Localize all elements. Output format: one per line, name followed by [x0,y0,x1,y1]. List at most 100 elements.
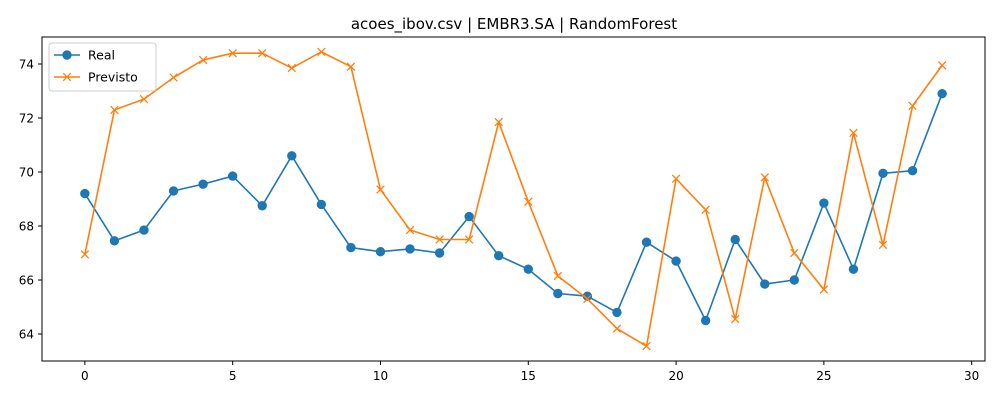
data-point-previsto [139,94,149,104]
data-point-previsto [405,225,415,235]
data-point-previsto-stroke-b [257,48,267,58]
y-tick-label: 64 [19,328,34,342]
data-point-previsto-stroke-b [908,101,917,111]
data-point-real [878,168,888,179]
data-point-real [789,275,800,285]
data-point-previsto-stroke-b [937,61,947,70]
data-point-previsto [583,294,592,304]
data-point-real [819,198,829,208]
data-point-previsto [937,61,947,70]
data-point-real [109,236,120,246]
data-point-real [848,264,859,274]
data-point-previsto [612,324,622,333]
data-point-previsto [524,197,533,206]
data-point-previsto-stroke-b [524,197,533,206]
data-point-previsto-stroke-b [287,63,297,73]
data-point-previsto-stroke-b [760,173,770,182]
y-tick-label: 68 [19,220,34,234]
legend-entry-real: Real [54,48,115,63]
data-point-previsto-stroke-b [642,341,651,351]
plot-area [80,47,947,351]
series-line-real [84,93,943,322]
data-point-previsto-stroke-b [671,174,681,184]
x-tick-label: 5 [229,369,237,383]
data-point-real [907,165,918,176]
y-tick-label: 66 [19,274,34,288]
data-point-real [405,244,415,254]
x-tick-label: 10 [373,369,388,383]
data-point-previsto [257,48,267,58]
data-point-previsto-stroke-b [405,225,415,235]
x-tick-label: 20 [668,369,683,383]
data-point-real [700,315,711,326]
data-point-previsto [435,235,444,244]
data-point-real [139,225,149,235]
data-point-previsto-stroke-b [169,73,178,82]
data-point-previsto-stroke-b [464,235,474,244]
data-point-previsto [819,285,829,294]
data-point-real [80,188,90,199]
data-point-previsto-stroke-b [849,128,858,138]
data-point-previsto-stroke-b [435,235,444,244]
data-point-previsto-stroke-b [317,47,326,57]
data-point-previsto-stroke-b [701,205,710,215]
data-point-previsto [317,47,326,57]
legend-marker-stroke-b [62,72,72,82]
series-real [80,89,947,326]
data-point-previsto [730,314,740,324]
x-tick-label: 0 [81,369,89,383]
data-point-previsto [760,173,770,182]
data-point-previsto-stroke-b [553,271,563,281]
data-point-previsto-stroke-b [583,294,592,304]
x-tick-label: 15 [521,369,536,383]
data-point-previsto-stroke-b [139,94,149,104]
data-point-previsto [701,205,710,215]
data-point-previsto-stroke-b [612,324,622,333]
data-point-real [227,171,238,181]
data-point-previsto-stroke-b [878,240,888,250]
data-point-real [523,264,533,274]
axes-frame [41,36,986,362]
y-tick-label: 70 [19,166,34,180]
axis-ticks: 0 5 10 15 20 25 30 64 66 68 70 72 74 [19,58,980,384]
data-point-previsto [908,101,917,111]
data-point-previsto [228,48,237,58]
data-point-previsto [198,55,208,65]
data-point-previsto-stroke-b [790,248,799,258]
legend: Real Previsto [48,42,157,92]
data-point-real [671,256,681,266]
data-point-previsto-stroke-b [346,62,356,71]
data-point-previsto [642,341,651,351]
legend-label: Previsto [88,70,138,85]
data-point-previsto-stroke-b [730,314,740,324]
data-point-real [730,234,740,245]
data-point-previsto [80,250,90,259]
data-point-real [494,251,504,261]
data-point-real [464,211,474,222]
data-point-real [287,151,297,161]
data-point-real [168,186,179,196]
data-point-real [375,246,386,257]
data-point-previsto-stroke-b [110,105,119,115]
x-tick-label: 30 [964,369,979,383]
data-point-previsto-stroke-b [228,48,237,58]
data-point-previsto [553,271,563,281]
data-point-real [434,248,445,258]
data-point-previsto [169,73,178,82]
data-point-previsto [790,248,799,258]
data-point-previsto-stroke-b [376,185,385,194]
y-tick-label: 74 [19,58,34,72]
data-point-real [937,89,947,99]
chart-title: acoes_ibov.csv | EMBR3.SA | RandomForest [351,15,677,34]
data-point-previsto [671,174,681,184]
data-point-real [641,237,652,247]
data-point-previsto [287,63,297,73]
data-point-real [257,201,267,211]
data-point-real [760,279,770,289]
series-previsto [80,47,947,351]
legend-marker [62,72,72,82]
data-point-real [346,242,356,253]
data-point-real [316,199,327,210]
data-point-previsto [110,105,119,115]
